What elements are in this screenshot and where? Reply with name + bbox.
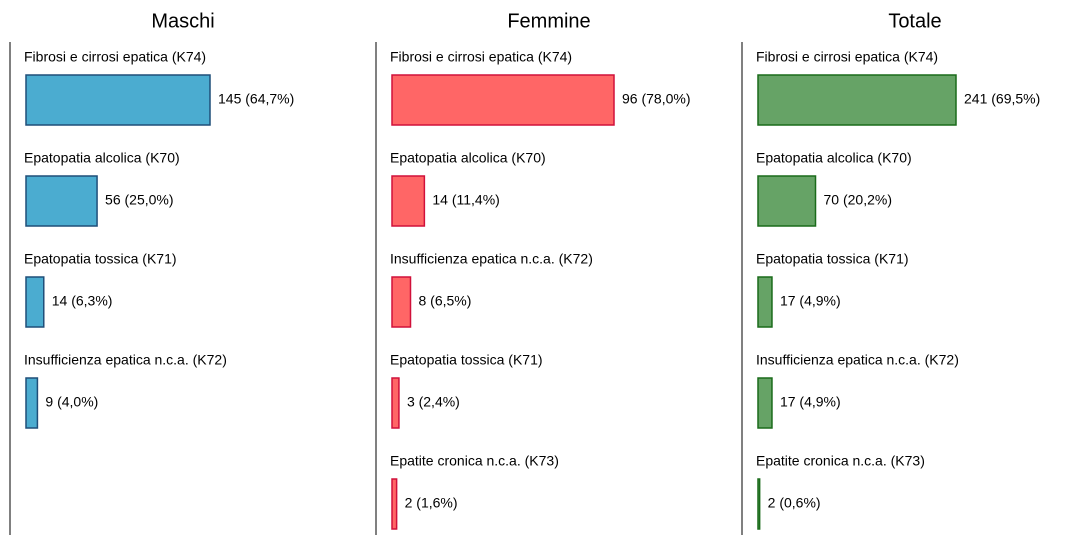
- value-label: 96 (78,0%): [622, 91, 690, 107]
- bar: [391, 276, 412, 328]
- category-label: Epatopatia tossica (K71): [756, 251, 909, 267]
- bar: [25, 74, 211, 126]
- category-label: Epatite cronica n.c.a. (K73): [756, 453, 925, 469]
- value-label: 9 (4,0%): [45, 394, 98, 410]
- bar: [25, 276, 45, 328]
- bar: [391, 377, 400, 429]
- bar: [391, 175, 426, 227]
- value-label: 17 (4,9%): [780, 293, 841, 309]
- panel-title: Maschi: [151, 10, 214, 32]
- value-label: 2 (0,6%): [768, 495, 821, 511]
- bar: [757, 74, 957, 126]
- bar: [391, 74, 615, 126]
- value-label: 70 (20,2%): [824, 192, 892, 208]
- category-label: Insufficienza epatica n.c.a. (K72): [24, 352, 227, 368]
- bar: [25, 377, 39, 429]
- bar: [757, 478, 761, 530]
- value-label: 241 (69,5%): [964, 91, 1040, 107]
- category-label: Fibrosi e cirrosi epatica (K74): [390, 49, 572, 65]
- panel-title: Femmine: [507, 10, 590, 32]
- value-label: 14 (6,3%): [52, 293, 113, 309]
- category-label: Epatopatia alcolica (K70): [390, 150, 546, 166]
- value-label: 145 (64,7%): [218, 91, 294, 107]
- value-label: 8 (6,5%): [419, 293, 472, 309]
- value-label: 17 (4,9%): [780, 394, 841, 410]
- category-label: Epatopatia tossica (K71): [390, 352, 543, 368]
- value-label: 3 (2,4%): [407, 394, 460, 410]
- panel-title: Totale: [888, 10, 941, 32]
- category-label: Epatopatia alcolica (K70): [756, 150, 912, 166]
- value-label: 14 (11,4%): [432, 192, 499, 208]
- category-label: Fibrosi e cirrosi epatica (K74): [756, 49, 938, 65]
- category-label: Insufficienza epatica n.c.a. (K72): [390, 251, 593, 267]
- bar: [757, 276, 773, 328]
- category-label: Epatopatia tossica (K71): [24, 251, 177, 267]
- bar: [391, 478, 398, 530]
- category-label: Fibrosi e cirrosi epatica (K74): [24, 49, 206, 65]
- bar: [757, 377, 773, 429]
- value-label: 56 (25,0%): [105, 192, 173, 208]
- category-label: Epatite cronica n.c.a. (K73): [390, 453, 559, 469]
- category-label: Epatopatia alcolica (K70): [24, 150, 180, 166]
- bar: [757, 175, 817, 227]
- value-label: 2 (1,6%): [405, 495, 458, 511]
- category-label: Insufficienza epatica n.c.a. (K72): [756, 352, 959, 368]
- bar: [25, 175, 98, 227]
